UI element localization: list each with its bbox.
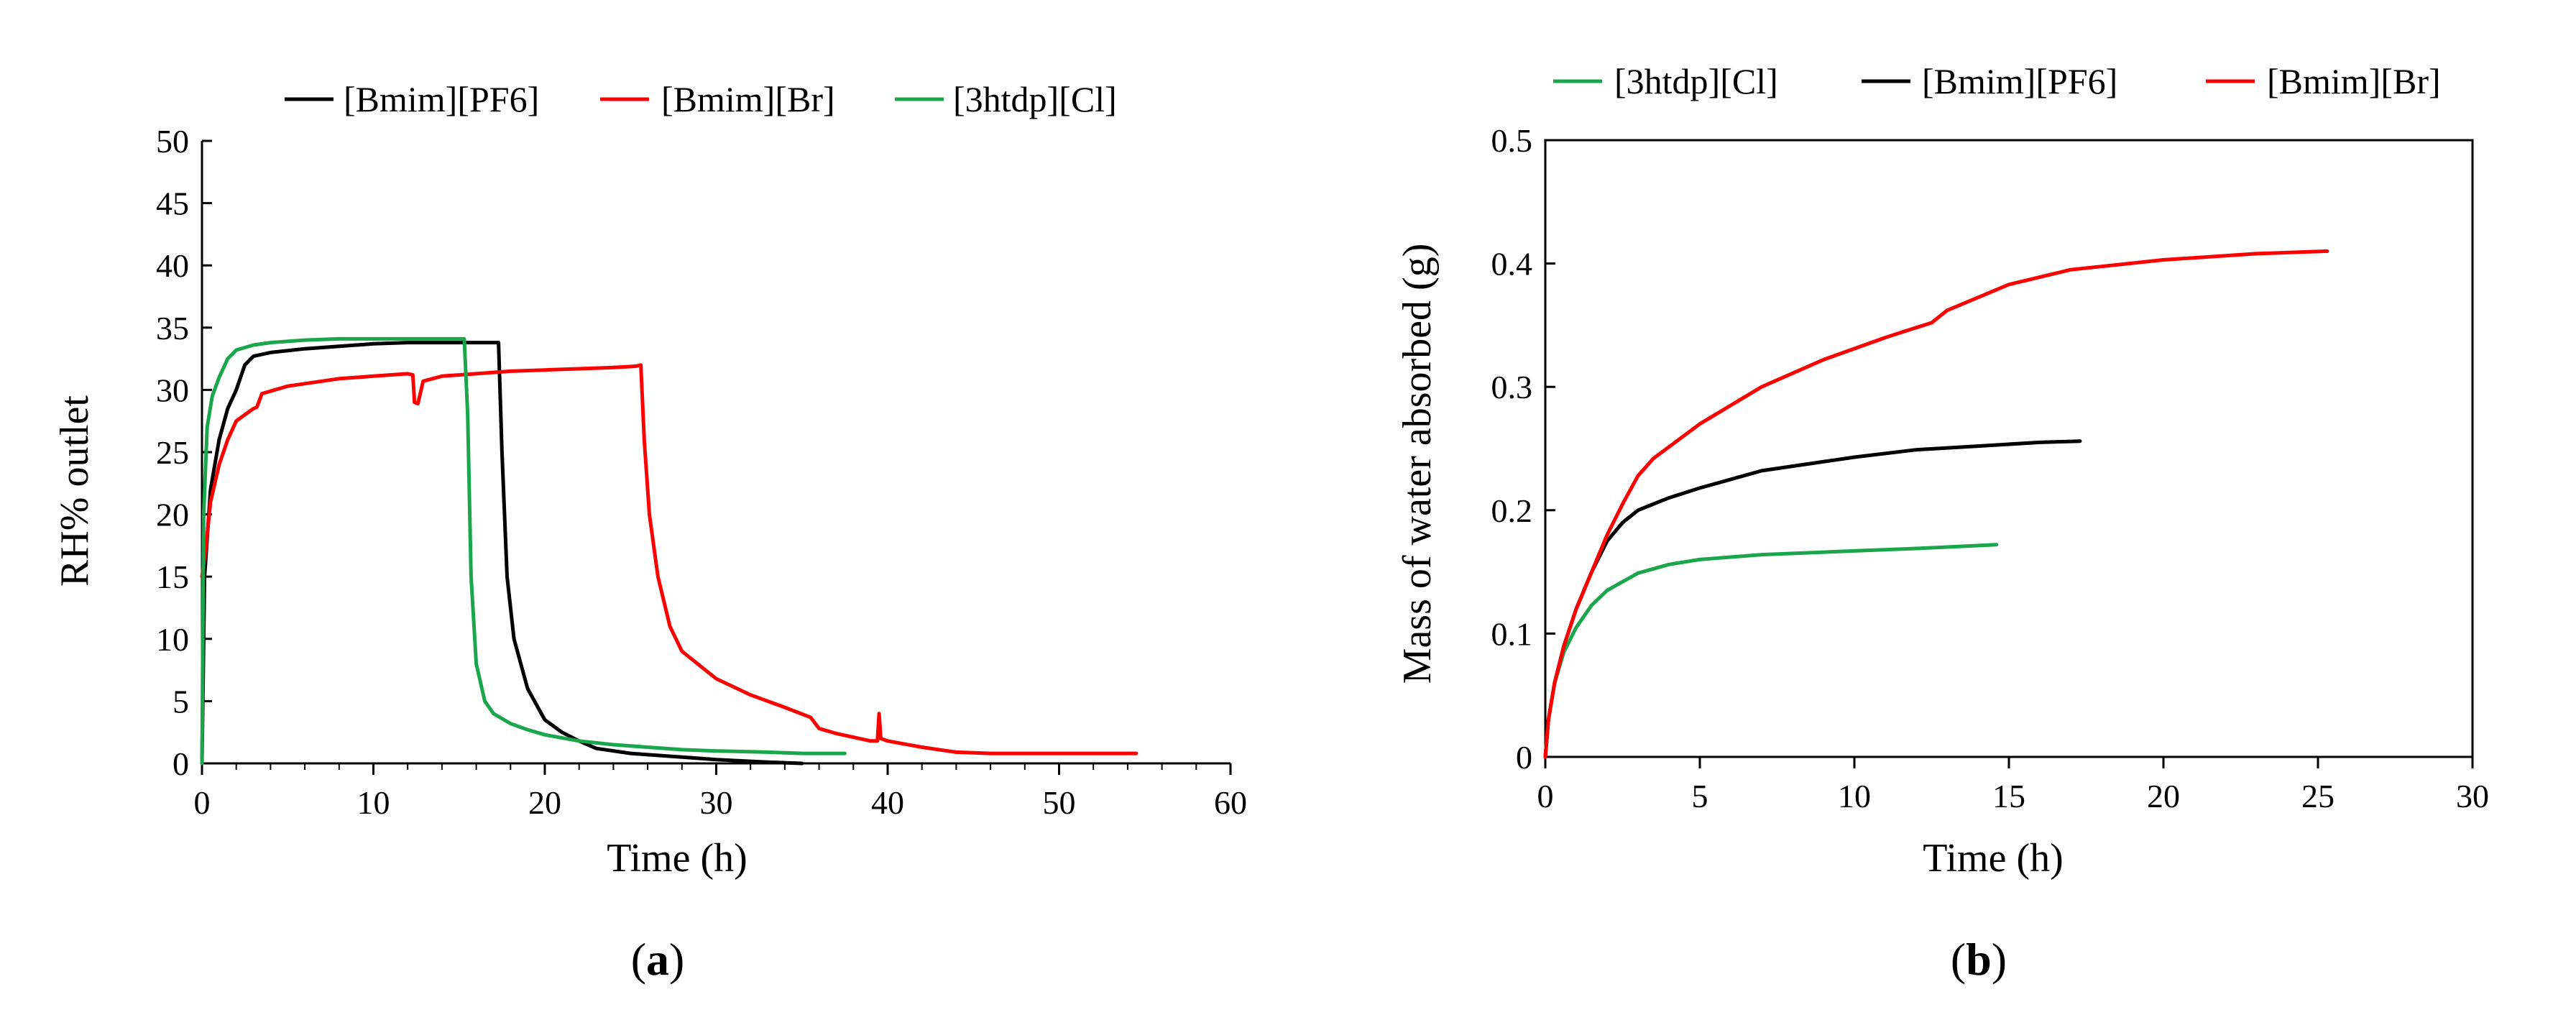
panel-b-y-tick-label: 0.4 bbox=[1491, 246, 1533, 282]
panel-b-plot: 0 0.1 0.2 0.3 0.4 0.5 0 5 10 15 20 25 30 bbox=[1491, 122, 2490, 814]
panel-a-series-line-3 bbox=[200, 336, 847, 766]
panel-b-legend-label-3: [Bmim][Br] bbox=[2267, 61, 2441, 101]
panel-a-x-tick-label: 50 bbox=[1043, 784, 1076, 821]
panel-a-series-line-2 bbox=[200, 363, 1138, 755]
panel-a-plot: 0 5 10 15 20 25 30 35 40 45 50 0 10 20 30 40 50 60 bbox=[156, 123, 1247, 821]
panel-a-legend-label-2: [Bmim][Br] bbox=[661, 79, 835, 119]
panel-b-series-line-1 bbox=[1543, 543, 1999, 759]
panel-b-y-axis-title: Mass of water absorbed (g) bbox=[1395, 244, 1440, 684]
panel-a-y-tick-label: 0 bbox=[172, 745, 189, 782]
panel-b-legend-label-1: [3htdp][Cl] bbox=[1614, 61, 1778, 101]
panel-b-x-axis-title: Time (h) bbox=[1923, 836, 2064, 881]
panel-a-y-tick-label: 20 bbox=[156, 497, 189, 533]
panel-b-x-tick-label: 5 bbox=[1692, 778, 1708, 814]
panel-b-x-tick-label: 0 bbox=[1537, 778, 1554, 814]
panel-b-y-tick-label: 0.5 bbox=[1491, 122, 1533, 159]
panel-a-y-tick-label: 50 bbox=[156, 123, 189, 160]
panel-b-label: (b) bbox=[1951, 934, 2007, 985]
panel-b-x-tick-label: 25 bbox=[2301, 778, 2334, 814]
panel-a-y-tick-label: 10 bbox=[156, 621, 189, 658]
panel-b-series-line-3 bbox=[1543, 249, 2329, 759]
panel-b-legend: [3htdp][Cl] [Bmim][PF6] [Bmim][Br] bbox=[1553, 61, 2441, 101]
panel-a-x-axis-title: Time (h) bbox=[607, 836, 748, 881]
panel-b-y-tick-label: 0.1 bbox=[1491, 615, 1533, 652]
panel-b-legend-label-2: [Bmim][PF6] bbox=[1922, 61, 2117, 101]
panel-a-y-tick-label: 40 bbox=[156, 247, 189, 284]
panel-b-plot-frame bbox=[1544, 139, 2474, 758]
panel-b-y-tick-label: 0.2 bbox=[1491, 492, 1533, 529]
panel-a-chart: 0 5 10 15 20 25 30 35 40 45 50 0 10 20 30 40 50 60 Time (… bbox=[52, 79, 1247, 985]
panel-a-y-tick-label: 45 bbox=[156, 185, 189, 222]
panel-b-x-tick-label: 30 bbox=[2456, 778, 2489, 814]
panel-b-y-tick-label: 0.3 bbox=[1491, 369, 1533, 405]
panel-a-label: (a) bbox=[631, 934, 685, 985]
panel-b-x-tick-label: 15 bbox=[1992, 778, 2025, 814]
panel-a-x-tick-label: 10 bbox=[357, 784, 390, 821]
panel-b-series-line-2 bbox=[1543, 439, 2082, 759]
panel-a-x-tick-label: 20 bbox=[528, 784, 561, 821]
panel-b-x-tick-label: 10 bbox=[1838, 778, 1871, 814]
panel-a-legend-label-3: [3htdp][Cl] bbox=[953, 79, 1117, 119]
panel-b-x-tick-label: 20 bbox=[2147, 778, 2180, 814]
panel-b-chart: 0 0.1 0.2 0.3 0.4 0.5 0 5 10 15 20 25 30 Time (h) Ma… bbox=[1395, 61, 2489, 985]
panel-a-x-tick-label: 60 bbox=[1214, 784, 1247, 821]
panel-a-y-tick-label: 5 bbox=[172, 683, 189, 720]
panel-a-y-tick-label: 15 bbox=[156, 559, 189, 595]
panel-a-y-tick-label: 35 bbox=[156, 310, 189, 346]
panel-a-legend-label-1: [Bmim][PF6] bbox=[344, 79, 539, 119]
panel-a-x-tick-label: 0 bbox=[194, 784, 211, 821]
panel-a-x-tick-label: 40 bbox=[871, 784, 904, 821]
panel-a-legend: [Bmim][PF6] [Bmim][Br] [3htdp][Cl] bbox=[285, 79, 1117, 119]
panel-a-series-line-1 bbox=[200, 341, 804, 766]
panel-a-y-axis-title: RH% outlet bbox=[52, 395, 97, 587]
panel-a-x-tick-label: 30 bbox=[700, 784, 733, 821]
panel-a-y-tick-label: 30 bbox=[156, 372, 189, 408]
panel-a-y-tick-label: 25 bbox=[156, 434, 189, 471]
panel-b-y-tick-label: 0 bbox=[1516, 739, 1532, 776]
